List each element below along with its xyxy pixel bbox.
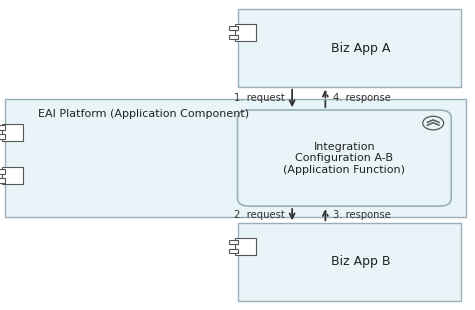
- Text: 3. response: 3. response: [332, 210, 390, 220]
- Bar: [5, 99, 466, 217]
- Bar: [229, 26, 238, 30]
- Text: Biz App B: Biz App B: [331, 255, 390, 268]
- Bar: [0, 125, 5, 130]
- Bar: [0, 178, 5, 183]
- Bar: [2, 167, 23, 184]
- Text: Integration
Configuration A-B
(Application Function): Integration Configuration A-B (Applicati…: [284, 141, 405, 175]
- Bar: [229, 240, 238, 244]
- Text: 4. response: 4. response: [332, 93, 390, 104]
- Bar: [238, 223, 461, 301]
- Bar: [2, 124, 23, 141]
- Text: 1. request: 1. request: [234, 93, 285, 104]
- Text: 2. request: 2. request: [234, 210, 285, 220]
- Text: EAI Platform (Application Component): EAI Platform (Application Component): [38, 108, 249, 118]
- Text: Biz App A: Biz App A: [331, 42, 390, 55]
- Bar: [238, 9, 461, 87]
- Bar: [235, 24, 256, 41]
- Bar: [0, 134, 5, 139]
- FancyBboxPatch shape: [238, 110, 451, 206]
- Bar: [229, 35, 238, 39]
- Bar: [235, 238, 256, 255]
- Bar: [0, 169, 5, 174]
- Bar: [229, 249, 238, 253]
